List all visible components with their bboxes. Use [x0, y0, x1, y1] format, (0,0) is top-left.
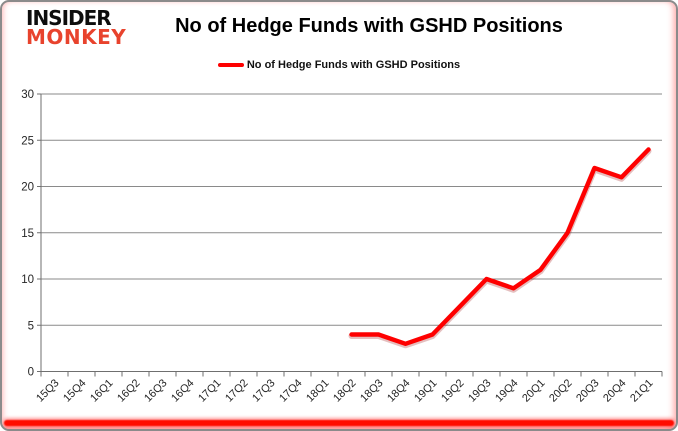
x-axis-tick-label: 17Q3 [250, 377, 278, 405]
x-axis-tick-label: 18Q3 [358, 377, 386, 405]
y-axis-tick-label: 5 [28, 320, 34, 332]
chart-title: No of Hedge Funds with GSHD Positions [175, 15, 563, 37]
insider-monkey-logo: INSIDER MONKEY [26, 6, 127, 49]
y-axis-tick-label: 30 [21, 89, 34, 101]
x-axis-tick-label: 20Q1 [520, 377, 548, 405]
x-axis-tick-label: 19Q1 [412, 377, 440, 405]
legend-label: No of Hedge Funds with GSHD Positions [246, 59, 461, 71]
x-axis-tick-label: 18Q2 [331, 377, 359, 405]
x-axis-tick-label: 15Q4 [61, 377, 89, 405]
series-line [349, 147, 651, 346]
x-axis-tick-label: 16Q3 [142, 377, 170, 405]
y-axis-tick-label: 15 [21, 228, 34, 240]
series-line-shadow [348, 148, 652, 349]
x-axis-tick-label: 19Q4 [493, 377, 521, 405]
x-axis-tick-label: 21Q1 [628, 377, 656, 405]
x-axis-tick-label: 19Q3 [466, 377, 494, 405]
x-axis-tick-label: 17Q2 [223, 377, 251, 405]
x-axis-tick-label: 17Q1 [196, 377, 224, 405]
x-axis-tick-label: 19Q2 [439, 377, 467, 405]
x-axis-tick-label: 20Q2 [547, 377, 575, 405]
y-axis-tick-label: 0 [28, 367, 34, 379]
y-axis-tick-label: 25 [21, 135, 34, 147]
x-axis-tick-label: 16Q2 [115, 377, 143, 405]
x-axis-tick-label: 20Q3 [574, 377, 602, 405]
x-axis-tick-label: 16Q4 [169, 377, 197, 405]
logo-text-insider: INSIDER [26, 6, 112, 30]
logo-text-monkey: MONKEY [26, 25, 127, 49]
legend-line-swatch [217, 63, 244, 67]
legend: No of Hedge Funds with GSHD Positions [2, 59, 676, 71]
x-axis-tick-label: 18Q1 [304, 377, 332, 405]
x-axis-tick-label: 15Q3 [34, 377, 62, 405]
x-axis-tick-label: 20Q4 [601, 377, 629, 405]
x-axis-tick-label: 18Q4 [385, 377, 413, 405]
y-axis-tick-label: 20 [21, 182, 34, 194]
x-axis-tick-label: 16Q1 [88, 377, 116, 405]
y-axis-tick-label: 10 [21, 274, 34, 286]
x-axis-tick-label: 17Q4 [277, 377, 305, 405]
bottom-red-glow [4, 420, 674, 426]
